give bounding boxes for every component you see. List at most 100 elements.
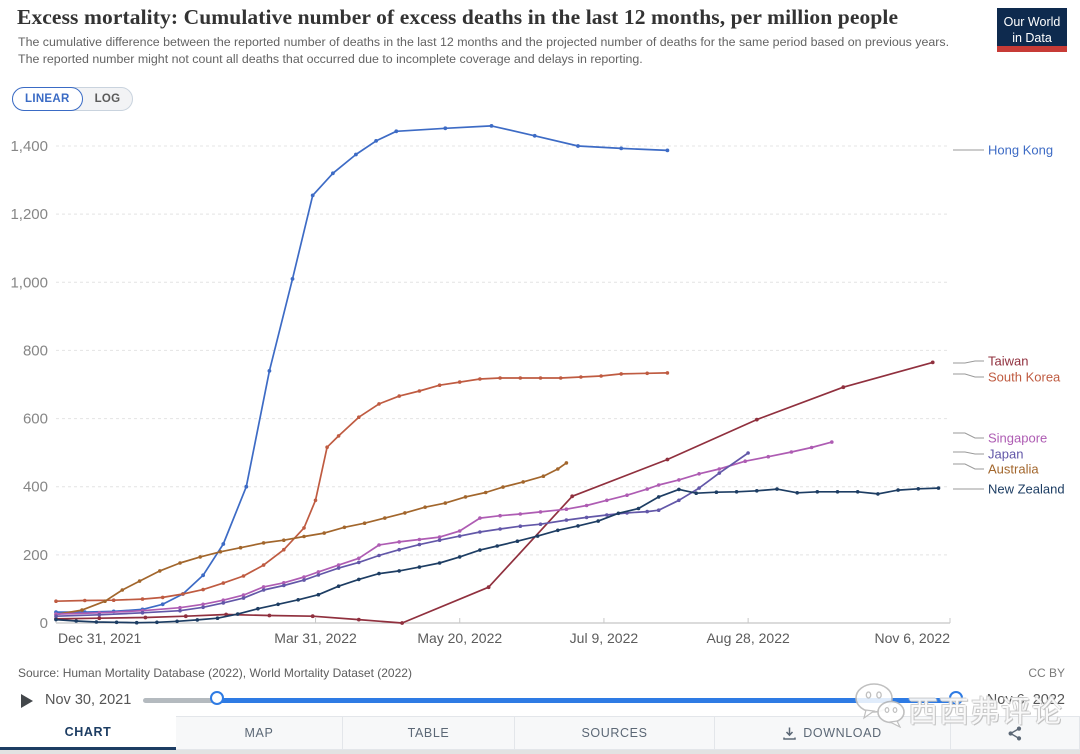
series-point-hong-kong[interactable]: [267, 369, 272, 373]
series-point-singapore[interactable]: [241, 593, 246, 597]
series-point-taiwan[interactable]: [665, 457, 670, 462]
series-point-japan[interactable]: [677, 498, 681, 503]
timeline-track-active[interactable]: [218, 698, 957, 703]
series-point-new-zealand[interactable]: [636, 506, 641, 511]
series-point-japan[interactable]: [357, 560, 361, 565]
series-point-hong-kong[interactable]: [394, 129, 399, 134]
series-point-taiwan[interactable]: [570, 494, 575, 499]
series-point-japan[interactable]: [221, 601, 226, 605]
series-point-new-zealand[interactable]: [134, 620, 139, 625]
legend-label-taiwan[interactable]: Taiwan: [988, 354, 1028, 369]
series-point-hong-kong[interactable]: [489, 124, 494, 128]
series-point-singapore[interactable]: [766, 454, 771, 459]
series-point-hong-kong[interactable]: [290, 277, 295, 281]
series-point-new-zealand[interactable]: [515, 539, 520, 543]
tab-table[interactable]: TABLE: [343, 716, 515, 750]
series-point-new-zealand[interactable]: [495, 544, 500, 548]
series-point-australia[interactable]: [137, 579, 142, 583]
tab-sources[interactable]: SOURCES: [515, 716, 715, 750]
series-point-japan[interactable]: [457, 534, 462, 538]
series-point-singapore[interactable]: [789, 450, 794, 454]
series-point-new-zealand[interactable]: [256, 606, 260, 611]
series-point-new-zealand[interactable]: [417, 565, 422, 569]
series-point-new-zealand[interactable]: [296, 598, 301, 602]
series-point-australia[interactable]: [556, 467, 560, 471]
series-point-south-korea[interactable]: [619, 372, 623, 376]
series-point-south-korea[interactable]: [83, 598, 87, 603]
series-point-japan[interactable]: [746, 451, 750, 455]
series-point-australia[interactable]: [403, 511, 407, 515]
series-point-new-zealand[interactable]: [535, 534, 540, 538]
series-point-australia[interactable]: [302, 534, 306, 539]
legend-label-new-zealand[interactable]: New Zealand: [988, 482, 1065, 497]
series-point-singapore[interactable]: [357, 556, 361, 561]
series-point-hong-kong[interactable]: [310, 193, 315, 198]
series-point-australia[interactable]: [362, 521, 367, 525]
series-point-new-zealand[interactable]: [734, 490, 739, 494]
series-point-new-zealand[interactable]: [336, 584, 341, 588]
timeline-start-date[interactable]: Nov 30, 2021: [45, 692, 132, 708]
series-point-singapore[interactable]: [282, 581, 286, 585]
series-point-new-zealand[interactable]: [276, 602, 280, 607]
series-point-south-korea[interactable]: [54, 599, 58, 603]
series-point-singapore[interactable]: [498, 513, 502, 518]
series-point-south-korea[interactable]: [160, 595, 165, 600]
series-point-australia[interactable]: [261, 541, 266, 545]
series-point-hong-kong[interactable]: [244, 484, 249, 489]
series-point-japan[interactable]: [564, 518, 569, 522]
tab-chart[interactable]: CHART: [0, 716, 176, 750]
tab-map[interactable]: MAP: [176, 716, 343, 750]
series-point-south-korea[interactable]: [518, 376, 523, 380]
series-point-australia[interactable]: [178, 561, 182, 565]
series-point-japan[interactable]: [241, 596, 246, 600]
series-point-japan[interactable]: [538, 522, 543, 526]
series-point-new-zealand[interactable]: [936, 486, 941, 490]
series-point-australia[interactable]: [282, 538, 286, 542]
series-point-japan[interactable]: [717, 471, 722, 475]
series-point-japan[interactable]: [498, 527, 502, 531]
series-point-new-zealand[interactable]: [855, 490, 860, 494]
series-point-australia[interactable]: [120, 588, 125, 592]
series-point-singapore[interactable]: [457, 529, 462, 533]
series-point-south-korea[interactable]: [478, 377, 482, 381]
series-point-hong-kong[interactable]: [354, 152, 358, 157]
series-point-new-zealand[interactable]: [74, 619, 78, 623]
series-point-japan[interactable]: [316, 573, 321, 577]
series-point-south-korea[interactable]: [302, 526, 306, 530]
series-point-japan[interactable]: [54, 614, 58, 618]
series-point-australia[interactable]: [103, 599, 107, 603]
series-point-south-korea[interactable]: [201, 587, 205, 592]
series-point-south-korea[interactable]: [313, 498, 318, 503]
series-point-singapore[interactable]: [417, 537, 422, 542]
series-point-south-korea[interactable]: [538, 376, 543, 380]
series-point-singapore[interactable]: [564, 507, 569, 512]
series-point-japan[interactable]: [336, 566, 341, 570]
series-point-south-korea[interactable]: [221, 581, 226, 585]
series-point-taiwan[interactable]: [183, 614, 188, 619]
series-point-new-zealand[interactable]: [694, 491, 698, 496]
series-point-australia[interactable]: [541, 474, 546, 479]
series-point-taiwan[interactable]: [930, 360, 935, 365]
series-point-new-zealand[interactable]: [114, 620, 119, 625]
series-line-australia[interactable]: [55, 462, 568, 616]
series-point-new-zealand[interactable]: [876, 492, 880, 496]
series-point-singapore[interactable]: [605, 498, 609, 503]
series-point-hong-kong[interactable]: [201, 573, 206, 578]
series-point-new-zealand[interactable]: [795, 491, 799, 495]
series-point-south-korea[interactable]: [181, 592, 185, 596]
legend-label-singapore[interactable]: Singapore: [988, 431, 1047, 446]
series-point-singapore[interactable]: [518, 512, 523, 516]
series-point-new-zealand[interactable]: [457, 555, 462, 559]
series-point-new-zealand[interactable]: [377, 571, 381, 576]
series-point-australia[interactable]: [564, 461, 569, 465]
series-point-japan[interactable]: [261, 588, 266, 592]
series-point-hong-kong[interactable]: [576, 144, 580, 148]
series-point-new-zealand[interactable]: [397, 569, 402, 573]
series-point-taiwan[interactable]: [356, 617, 361, 622]
series-point-singapore[interactable]: [336, 563, 341, 567]
series-point-new-zealand[interactable]: [155, 620, 159, 625]
legend-label-australia[interactable]: Australia: [988, 462, 1039, 477]
license-text[interactable]: CC BY: [1028, 666, 1065, 680]
series-point-japan[interactable]: [201, 605, 205, 610]
